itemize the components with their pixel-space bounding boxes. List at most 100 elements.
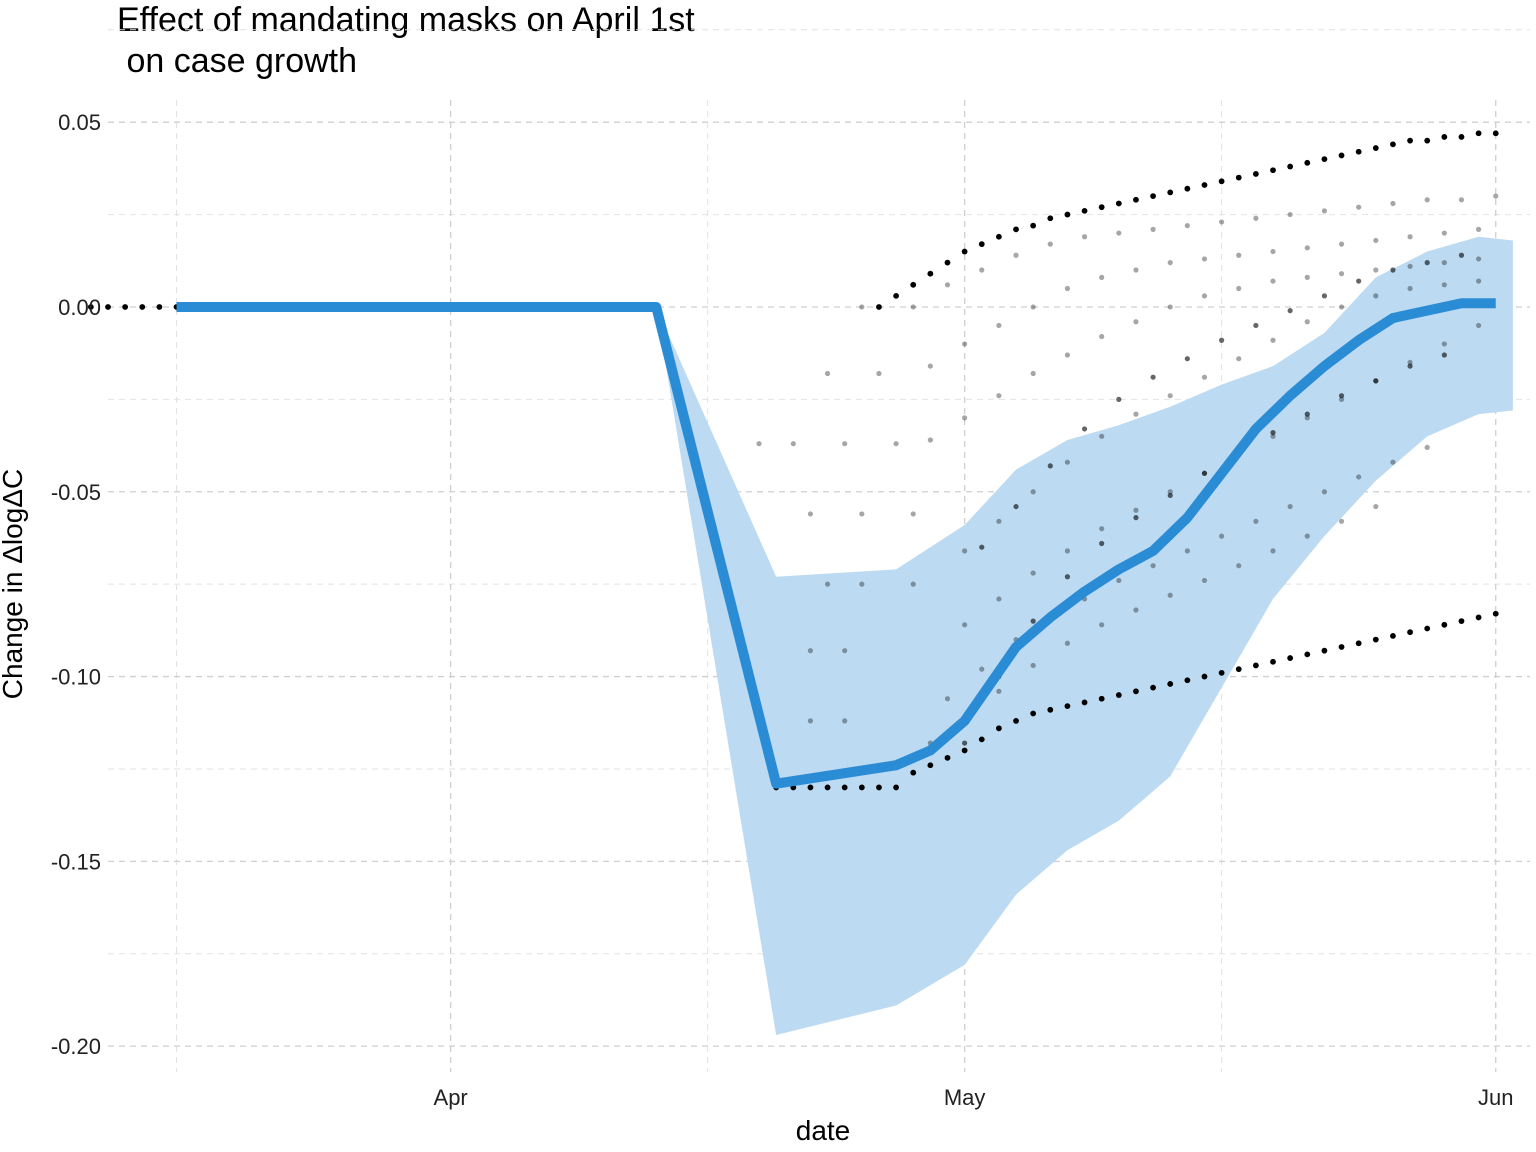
sample-point bbox=[1099, 526, 1105, 532]
mean-effect-line bbox=[176, 298, 1496, 789]
sample-point bbox=[1441, 621, 1448, 628]
sample-point bbox=[1373, 267, 1379, 273]
sample-point bbox=[1201, 470, 1208, 476]
sample-point bbox=[842, 718, 848, 724]
sample-point bbox=[1252, 171, 1259, 177]
sample-point bbox=[1390, 200, 1396, 207]
sample-point bbox=[910, 581, 916, 587]
sample-point bbox=[1372, 636, 1379, 643]
sample-point bbox=[1253, 518, 1259, 524]
sample-point bbox=[978, 241, 985, 248]
sample-point bbox=[1424, 197, 1430, 203]
sample-point bbox=[1081, 234, 1088, 240]
sample-point bbox=[1407, 363, 1413, 369]
sample-point bbox=[1064, 352, 1071, 358]
sample-point bbox=[1424, 137, 1431, 144]
sample-point bbox=[1287, 308, 1293, 314]
sample-point bbox=[995, 725, 1002, 732]
sample-point bbox=[1287, 655, 1294, 661]
sample-point bbox=[927, 762, 934, 769]
sample-point bbox=[1270, 337, 1276, 343]
sample-point bbox=[1219, 219, 1225, 225]
sample-point bbox=[1184, 223, 1190, 229]
sample-point bbox=[962, 622, 968, 628]
sample-point bbox=[1098, 695, 1105, 702]
sample-point bbox=[105, 304, 111, 310]
sample-point bbox=[1270, 248, 1276, 255]
sample-point bbox=[859, 304, 865, 310]
sample-point bbox=[156, 304, 163, 310]
sample-point bbox=[1167, 681, 1174, 687]
sample-point bbox=[1219, 533, 1225, 539]
sample-point bbox=[995, 233, 1002, 240]
sample-point bbox=[1356, 474, 1362, 480]
sample-point bbox=[1407, 285, 1413, 292]
sample-point bbox=[1099, 333, 1105, 340]
sample-point bbox=[1321, 293, 1328, 299]
sample-point bbox=[1064, 211, 1071, 218]
sample-point bbox=[1218, 669, 1225, 676]
sample-point bbox=[1441, 230, 1447, 236]
sample-point bbox=[996, 393, 1002, 399]
sample-points bbox=[87, 130, 1499, 791]
sample-point bbox=[1270, 278, 1276, 284]
sample-point bbox=[1150, 684, 1156, 691]
sample-point bbox=[1167, 260, 1173, 266]
sample-point bbox=[1304, 274, 1310, 280]
sample-point bbox=[1184, 185, 1191, 192]
sample-point bbox=[859, 581, 865, 587]
sample-point bbox=[1338, 271, 1345, 277]
sample-point bbox=[1338, 152, 1345, 159]
sample-point bbox=[1458, 618, 1465, 625]
y-axis-title: Change in ΔlogΔC bbox=[0, 469, 28, 699]
sample-point bbox=[807, 784, 814, 791]
sample-point bbox=[893, 784, 899, 791]
sample-point bbox=[1030, 304, 1036, 310]
sample-point bbox=[1407, 137, 1413, 144]
sample-point bbox=[1287, 503, 1293, 510]
sample-point bbox=[1235, 174, 1242, 181]
sample-point bbox=[1304, 533, 1310, 539]
sample-point bbox=[1492, 610, 1499, 617]
sample-point bbox=[1201, 374, 1208, 380]
sample-point bbox=[1013, 717, 1019, 724]
sample-point bbox=[910, 769, 917, 776]
chart-title-line-1: Effect of mandating masks on April 1st bbox=[117, 1, 695, 39]
sample-point bbox=[1236, 563, 1242, 569]
sample-point bbox=[1133, 688, 1139, 695]
sample-point bbox=[1373, 237, 1379, 244]
sample-point bbox=[1184, 548, 1190, 554]
sample-point bbox=[1476, 322, 1482, 329]
sample-point bbox=[1030, 370, 1036, 377]
sample-point bbox=[1030, 662, 1036, 669]
sample-point bbox=[996, 596, 1002, 602]
sample-point bbox=[1304, 245, 1310, 251]
sample-point bbox=[1064, 574, 1071, 580]
sample-point bbox=[824, 370, 831, 377]
sample-point bbox=[1424, 444, 1430, 451]
sample-point bbox=[1235, 666, 1242, 673]
sample-point bbox=[1373, 378, 1379, 384]
sample-point bbox=[1064, 459, 1071, 465]
x-axis-tick-labels: Apr May Jun bbox=[434, 1085, 1514, 1110]
sample-point bbox=[1458, 197, 1465, 203]
sample-point bbox=[1441, 341, 1447, 347]
sample-point bbox=[893, 292, 899, 299]
sample-point bbox=[1115, 692, 1122, 698]
y-tick-label: 0.05 bbox=[58, 110, 101, 135]
sample-point bbox=[807, 648, 814, 654]
sample-point bbox=[1321, 156, 1328, 163]
x-tick-label: May bbox=[944, 1085, 986, 1110]
sample-point bbox=[1013, 252, 1019, 258]
sample-point bbox=[1167, 489, 1173, 495]
sample-point bbox=[1338, 393, 1345, 399]
sample-point bbox=[1201, 577, 1208, 584]
sample-point bbox=[961, 248, 968, 255]
sample-point bbox=[1441, 352, 1447, 358]
sample-point bbox=[1030, 489, 1036, 495]
sample-point bbox=[978, 736, 985, 743]
sample-point bbox=[1150, 374, 1156, 380]
sample-point bbox=[996, 688, 1002, 694]
sample-point bbox=[1407, 629, 1413, 636]
sample-point bbox=[1047, 463, 1053, 469]
